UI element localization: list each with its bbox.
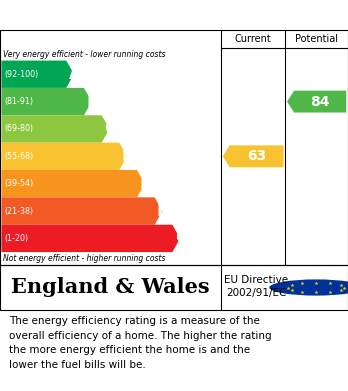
Text: (21-38): (21-38) — [4, 206, 33, 215]
Polygon shape — [1, 225, 180, 252]
Text: (81-91): (81-91) — [4, 97, 33, 106]
Text: B: B — [86, 93, 99, 111]
Polygon shape — [1, 115, 109, 143]
Polygon shape — [1, 88, 92, 115]
Text: Energy Efficiency Rating: Energy Efficiency Rating — [7, 6, 236, 24]
Text: E: E — [139, 175, 151, 193]
Text: England & Wales: England & Wales — [11, 276, 210, 297]
Text: A: A — [69, 65, 81, 83]
Text: Potential: Potential — [295, 34, 338, 44]
Text: (1-20): (1-20) — [4, 234, 28, 243]
Text: G: G — [175, 230, 188, 248]
Text: Very energy efficient - lower running costs: Very energy efficient - lower running co… — [3, 50, 166, 59]
Text: 63: 63 — [247, 149, 266, 163]
Polygon shape — [223, 145, 284, 167]
Polygon shape — [1, 61, 74, 88]
Text: The energy efficiency rating is a measure of the
overall efficiency of a home. T: The energy efficiency rating is a measur… — [9, 316, 271, 369]
Text: (69-80): (69-80) — [4, 124, 33, 133]
Text: Current: Current — [235, 34, 271, 44]
Polygon shape — [1, 143, 127, 170]
Polygon shape — [1, 197, 162, 225]
Text: (55-68): (55-68) — [4, 152, 33, 161]
Text: 84: 84 — [310, 95, 330, 109]
Text: (92-100): (92-100) — [4, 70, 38, 79]
Ellipse shape — [269, 280, 348, 296]
Text: (39-54): (39-54) — [4, 179, 33, 188]
Text: F: F — [157, 202, 168, 220]
Polygon shape — [287, 91, 346, 113]
Text: C: C — [104, 120, 116, 138]
Text: EU Directive
2002/91/EC: EU Directive 2002/91/EC — [224, 275, 288, 298]
Text: Not energy efficient - higher running costs: Not energy efficient - higher running co… — [3, 254, 166, 263]
Polygon shape — [1, 170, 145, 197]
Text: D: D — [122, 147, 135, 165]
